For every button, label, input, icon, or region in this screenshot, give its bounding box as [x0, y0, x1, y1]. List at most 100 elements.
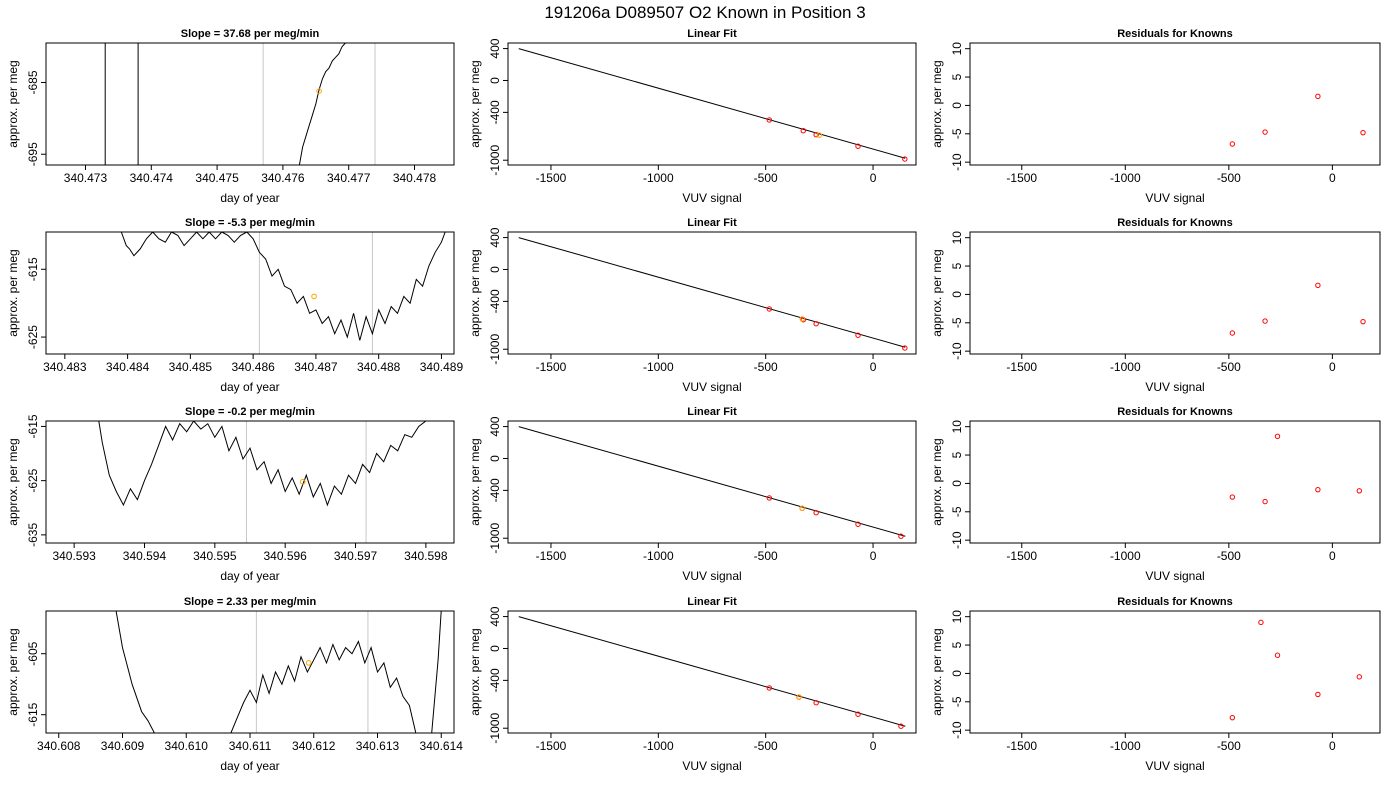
chart-1-fit-ylabel: approx. per meg [468, 60, 482, 147]
chart-10-fit-title: Linear Fit [687, 596, 737, 608]
chart-7-fit-ytick-label: 0 [488, 455, 502, 462]
chart-2-resid-ytick-label: 5 [950, 73, 964, 80]
chart-6-trace-title: Slope = -0.2 per meg/min [185, 406, 315, 418]
chart-8-resid-xtick-label: -1500 [1006, 549, 1037, 563]
chart-2-resid-xtick-label: -1000 [1110, 171, 1141, 185]
chart-9-trace-plot-area [115, 611, 442, 733]
chart-9-trace-title: Slope = 2.33 per meg/min [184, 596, 317, 608]
chart-3-trace-ylabel: approx. per meg [6, 249, 20, 336]
chart-10-fit-ytick-label: -400 [488, 668, 502, 692]
chart-10-fit-xtick-label: -500 [754, 739, 778, 753]
chart-9-trace-mean-point [305, 660, 312, 666]
chart-4-fit-sample-point [799, 316, 805, 322]
chart-10-fit-ytick-label: -1000 [488, 713, 502, 744]
chart-9-trace-xtick-label: 340.610 [165, 739, 209, 753]
chart-1-fit-sample-point [816, 132, 823, 138]
chart-11-resid-residual-point [1258, 619, 1264, 626]
chart-10-fit-xtick-label: 0 [870, 739, 877, 753]
chart-5-resid-ytick-label: -5 [950, 317, 964, 328]
chart-1-fit-xtick-label: -1000 [643, 171, 674, 185]
chart-6-trace-ytick-label: -625 [26, 468, 40, 492]
chart-7-fit: Linear Fit -1500 -1000 -500 0 400 0 -400 -1000 VU… [468, 406, 917, 583]
chart-11-resid-ylabel: approx. per meg [930, 628, 944, 715]
chart-3-trace-frame [45, 231, 455, 355]
chart-9-trace-xtick-label: 340.613 [356, 739, 400, 753]
chart-3-trace-xtick-label: 340.486 [231, 360, 275, 374]
chart-10-fit-xlabel: VUV signal [682, 759, 741, 773]
chart-3-trace-xtick-label: 340.488 [357, 360, 401, 374]
chart-6-trace-series-line [98, 421, 427, 507]
chart-4-fit-fit-line [518, 237, 906, 348]
chart-0-trace-plot-area [104, 43, 376, 165]
chart-3-trace-ytick-label: -625 [26, 325, 40, 349]
chart-0-trace-ytick-label: -685 [26, 70, 40, 94]
chart-4-fit-known-point [855, 332, 861, 338]
chart-4-fit-ytick-label: -400 [488, 289, 502, 313]
chart-8-resid-ytick-label: 10 [950, 420, 964, 434]
chart-11-resid: Residuals for Knowns -1500 -1000 -500 0 10 5 0 -… [930, 596, 1381, 773]
chart-4-fit-known-point [902, 345, 908, 351]
chart-1-fit-known-point [902, 156, 908, 162]
chart-6-trace-xtick-label: 340.593 [52, 549, 96, 563]
chart-4-fit-known-point [766, 306, 773, 312]
chart-11-resid-ytick-label: 10 [950, 610, 964, 624]
chart-4-fit-xtick-label: -1500 [536, 360, 567, 374]
chart-10-fit: Linear Fit -1500 -1000 -500 0 400 0 -400 -1000 VU… [468, 596, 917, 773]
chart-11-resid-residual-point [1229, 714, 1236, 721]
chart-6-trace-mean-point [299, 478, 306, 485]
chart-7-fit-frame [507, 420, 917, 544]
chart-6-trace-xtick-label: 340.597 [334, 549, 378, 563]
chart-8-resid-frame [969, 420, 1381, 544]
chart-10-fit-known-point [813, 699, 819, 706]
chart-4-fit: Linear Fit -1500 -1000 -500 0 400 0 -400 -1000 VU… [468, 217, 917, 394]
chart-3-trace-plot-area [120, 232, 446, 354]
chart-10-fit-ytick-label: 400 [488, 606, 502, 626]
chart-2-resid-plot-area [1229, 93, 1366, 147]
chart-8-resid-xtick-label: -1000 [1110, 549, 1141, 563]
chart-9-trace-xtick-label: 340.612 [292, 739, 336, 753]
chart-11-resid-xtick-label: -1500 [1006, 739, 1037, 753]
chart-4-fit-xtick-label: -1000 [643, 360, 674, 374]
chart-11-resid-title: Residuals for Knowns [1117, 596, 1233, 608]
chart-1-fit-frame [507, 42, 917, 166]
chart-2-resid-ytick-label: 10 [950, 42, 964, 56]
chart-6-trace-ytick-label: -615 [26, 414, 40, 438]
chart-3-trace-xtick-label: 340.484 [106, 360, 150, 374]
chart-7-fit-xtick-label: -1000 [643, 549, 674, 563]
chart-2-resid-ytick-label: -10 [950, 153, 964, 171]
chart-7-fit-known-point [766, 495, 773, 501]
chart-11-resid-ytick-label: 5 [950, 641, 964, 648]
chart-8-resid-xlabel: VUV signal [1145, 569, 1204, 583]
chart-6-trace-xtick-label: 340.596 [263, 549, 307, 563]
chart-1-fit-xtick-label: -1500 [536, 171, 567, 185]
chart-3-trace: Slope = -5.3 per meg/min 340.483 340.484 34… [6, 217, 463, 394]
chart-4-fit-ylabel: approx. per meg [468, 249, 482, 336]
chart-1-fit-xtick-label: 0 [870, 171, 877, 185]
chart-1-fit-title: Linear Fit [687, 28, 737, 40]
chart-4-fit-frame [507, 231, 917, 355]
chart-1-fit-known-point [800, 128, 806, 134]
chart-11-resid-xtick-label: -1000 [1110, 739, 1141, 753]
chart-6-trace-ylabel: approx. per meg [6, 438, 20, 525]
chart-5-resid-ylabel: approx. per meg [930, 249, 944, 336]
chart-5-resid-title: Residuals for Knowns [1117, 217, 1233, 229]
chart-7-fit-known-point [855, 521, 861, 527]
chart-10-fit-known-point [898, 723, 904, 729]
chart-3-trace-title: Slope = -5.3 per meg/min [185, 217, 315, 229]
chart-1-fit-plot-area [518, 48, 908, 162]
chart-2-resid-residual-point [1229, 141, 1236, 147]
figure-title: 191206a D089507 O2 Known in Position 3 [544, 3, 865, 22]
chart-1-fit-xlabel: VUV signal [682, 191, 741, 205]
chart-3-trace-xtick-label: 340.483 [43, 360, 87, 374]
chart-5-resid-ytick-label: 10 [950, 231, 964, 245]
chart-4-fit-ytick-label: 400 [488, 227, 502, 247]
chart-8-resid-ytick-label: -5 [950, 506, 964, 517]
chart-2-resid-residual-point [1262, 129, 1268, 135]
chart-1-fit-fit-line [518, 48, 906, 159]
chart-6-trace: Slope = -0.2 per meg/min 340.593 340.594 34… [6, 406, 455, 583]
chart-4-fit-known-point [813, 320, 819, 327]
chart-5-resid-xtick-label: -1000 [1110, 360, 1141, 374]
chart-6-trace-frame [45, 420, 455, 544]
chart-3-trace-mean-point [311, 293, 317, 300]
chart-4-fit-xtick-label: 0 [870, 360, 877, 374]
